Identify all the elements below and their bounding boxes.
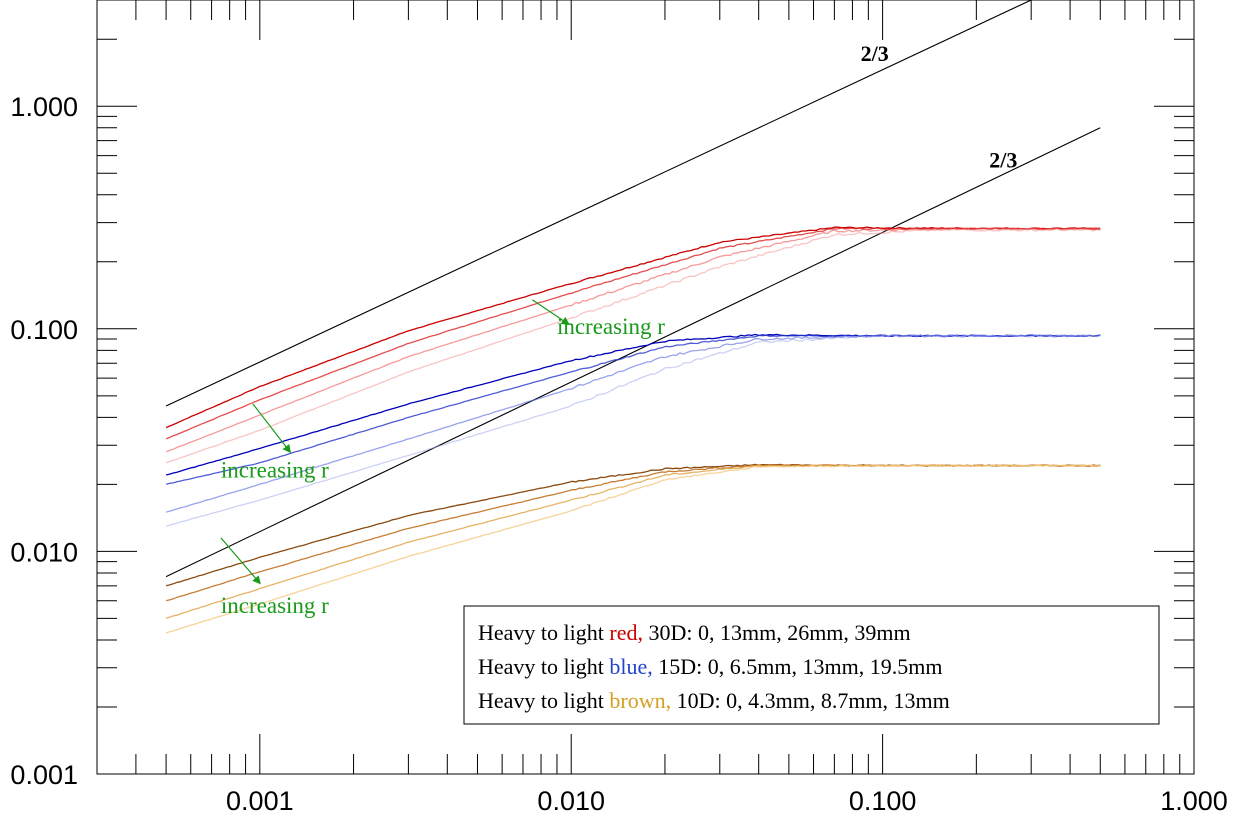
increasing-r-arrow bbox=[252, 403, 292, 454]
increasing-r-label: increasing r bbox=[557, 314, 665, 339]
brown-series-line bbox=[165, 463, 1101, 602]
series-layer bbox=[165, 226, 1101, 634]
legend-entry: Heavy to light brown, 10D: 0, 4.3mm, 8.7… bbox=[478, 688, 950, 713]
slope-line bbox=[165, 127, 1101, 578]
x-tick-label: 0.100 bbox=[849, 786, 917, 816]
brown-series-line bbox=[165, 464, 1101, 634]
reference-lines bbox=[165, 0, 1101, 578]
y-tick-label: 0.010 bbox=[10, 537, 78, 567]
y-tick-label: 1.000 bbox=[10, 92, 78, 122]
axis-ticks bbox=[96, 0, 1195, 775]
plot-frame bbox=[96, 0, 1195, 775]
tick-labels: 0.001 0.010 0.100 1.000 0.001 0.010 0.100 1.000 bbox=[10, 92, 1227, 816]
increasing-r-label: increasing r bbox=[221, 593, 329, 618]
slope-label: 2/3 bbox=[989, 148, 1017, 173]
annotations-layer: 2/3 2/3 increasing r increasing r increasing… bbox=[220, 41, 1017, 618]
increasing-r-arrow bbox=[220, 537, 261, 585]
y-tick-label: 0.100 bbox=[10, 315, 78, 345]
y-tick-label: 0.001 bbox=[10, 760, 78, 790]
slope-label: 2/3 bbox=[861, 41, 889, 66]
brown-series-line bbox=[165, 463, 1101, 587]
red-series-line bbox=[165, 228, 1101, 464]
x-tick-label: 0.010 bbox=[537, 786, 605, 816]
legend-box bbox=[463, 605, 1160, 725]
blue-series-line bbox=[165, 333, 1101, 513]
legend-entry: Heavy to light blue, 15D: 0, 6.5mm, 13mm… bbox=[478, 654, 942, 679]
increasing-r-label: increasing r bbox=[221, 457, 329, 482]
blue-series-line bbox=[165, 334, 1101, 527]
legend-entry: Heavy to light red, 30D: 0, 13mm, 26mm, … bbox=[478, 620, 911, 645]
x-tick-label: 0.001 bbox=[226, 786, 294, 816]
red-series-line bbox=[165, 227, 1101, 440]
legend: Heavy to light red, 30D: 0, 13mm, 26mm, … bbox=[463, 605, 1160, 725]
x-tick-label: 1.000 bbox=[1160, 786, 1228, 816]
increasing-r-arrow bbox=[531, 299, 570, 326]
slope-line bbox=[165, 0, 1032, 407]
brown-series-line bbox=[165, 464, 1101, 619]
